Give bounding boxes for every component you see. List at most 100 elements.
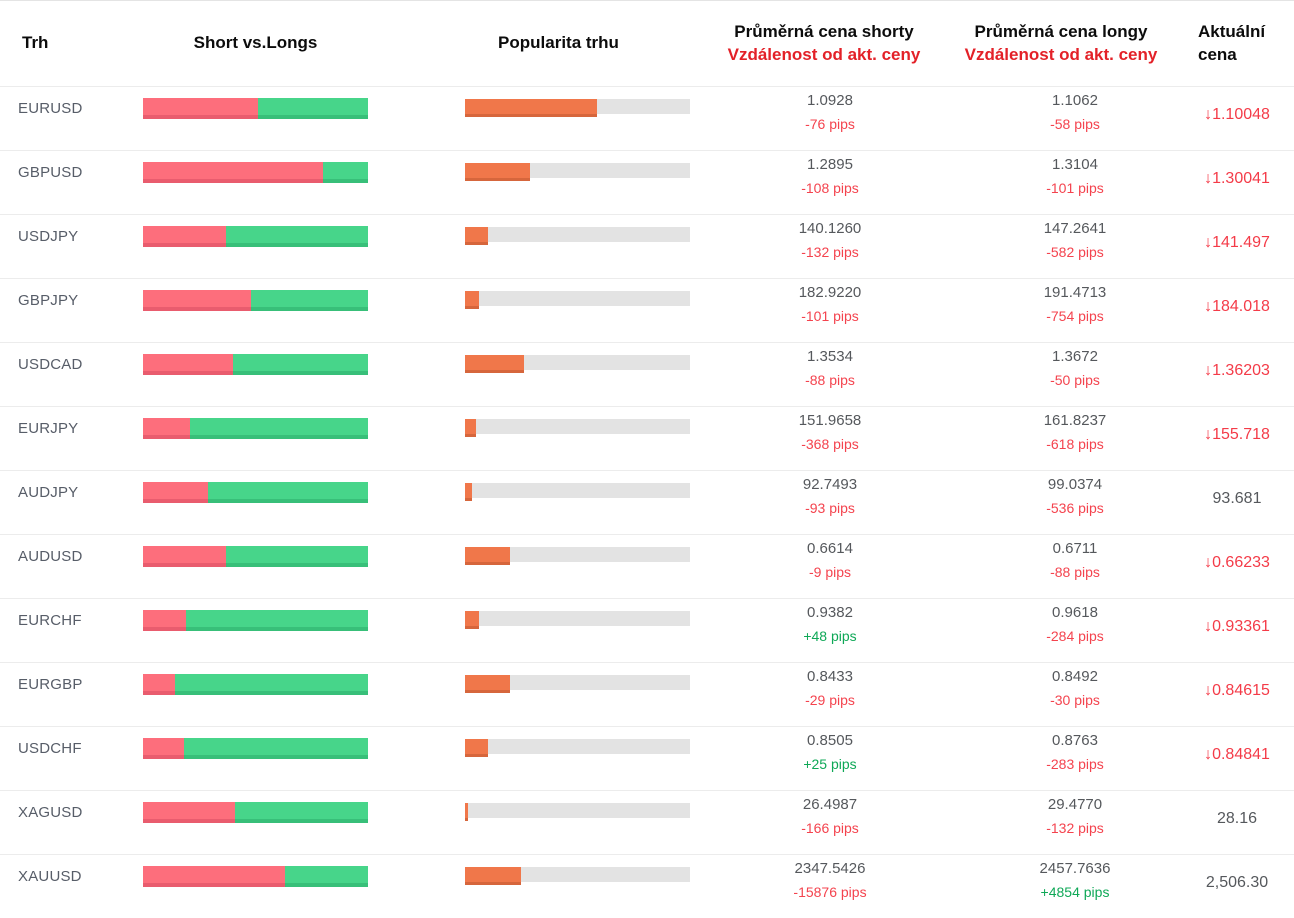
market-symbol: EURUSD <box>18 100 83 117</box>
avg-short-price: 0.8505 <box>807 732 853 749</box>
table-row: EURUSD 1.0928 -76 pips 1.1062 -58 pips ↓… <box>0 86 1294 150</box>
long-distance-pips: -536 pips <box>1046 500 1104 516</box>
market-symbol: EURCHF <box>18 612 82 629</box>
short-vs-longs-bar <box>143 802 368 823</box>
avg-short-price: 92.7493 <box>802 476 858 493</box>
down-arrow-icon: ↓ <box>1204 106 1213 123</box>
shorts-bar-segment <box>143 610 186 631</box>
longs-bar-segment <box>251 290 368 311</box>
market-symbol: AUDJPY <box>18 484 79 501</box>
longs-bar-segment <box>284 866 368 887</box>
market-symbol: EURJPY <box>18 420 79 437</box>
popularity-bar-fill <box>465 419 477 437</box>
avg-short-price: 2347.5426 <box>794 860 866 877</box>
avg-short-price-cell: 0.9382 +48 pips <box>690 603 970 662</box>
avg-short-price-cell: 1.0928 -76 pips <box>690 91 970 150</box>
table-row: USDCAD 1.3534 -88 pips 1.3672 -50 pips ↓… <box>0 342 1294 406</box>
short-vs-longs-bar <box>143 98 368 119</box>
shorts-bar-segment <box>143 738 184 759</box>
popularity-cell <box>465 155 690 214</box>
short-vs-longs-cell <box>143 859 368 918</box>
avg-long-price: 0.9618 <box>1052 604 1098 621</box>
popularity-bar-track <box>465 739 690 757</box>
short-distance-pips: -132 pips <box>801 244 859 260</box>
avg-short-price: 182.9220 <box>798 284 862 301</box>
header-avg-long-price: Průměrná cena longy Vzdálenost od akt. c… <box>956 21 1166 67</box>
longs-bar-segment <box>174 674 368 695</box>
popularity-cell <box>465 603 690 662</box>
short-distance-pips: -9 pips <box>808 564 852 580</box>
shorts-bar-segment <box>143 802 236 823</box>
shorts-bar-segment <box>143 162 323 183</box>
longs-bar-segment <box>226 546 368 567</box>
avg-long-price-cell: 0.9618 -284 pips <box>970 603 1180 662</box>
current-price-cell: 93.681 <box>1180 489 1294 534</box>
avg-long-price-cell: 2457.7636 +4854 pips <box>970 859 1180 918</box>
popularity-cell <box>465 731 690 790</box>
market-symbol: USDJPY <box>18 228 79 245</box>
popularity-cell <box>465 859 690 918</box>
current-price-cell: ↓0.66233 <box>1180 553 1294 598</box>
current-price-cell: 28.16 <box>1180 809 1294 854</box>
current-price: 1.30041 <box>1212 170 1270 187</box>
current-price: 155.718 <box>1212 426 1270 443</box>
short-vs-longs-bar <box>143 738 368 759</box>
current-price: 0.93361 <box>1212 618 1270 635</box>
spacer <box>368 667 465 726</box>
spacer <box>368 795 465 854</box>
popularity-bar-fill <box>465 227 488 245</box>
avg-long-price: 1.1062 <box>1052 92 1098 109</box>
short-distance-pips: -76 pips <box>805 116 855 132</box>
popularity-bar-fill <box>465 99 597 117</box>
market-symbol: USDCHF <box>18 740 82 757</box>
spacer <box>368 539 465 598</box>
short-vs-longs-cell <box>143 603 368 662</box>
current-price-cell: ↓0.93361 <box>1180 617 1294 662</box>
avg-short-price-cell: 151.9658 -368 pips <box>690 411 970 470</box>
avg-short-price: 0.6614 <box>807 540 853 557</box>
short-vs-longs-cell <box>143 795 368 854</box>
header-current-price-line1: Aktuální <box>1198 21 1266 41</box>
avg-short-price-cell: 140.1260 -132 pips <box>690 219 970 278</box>
current-price-cell: ↓0.84615 <box>1180 681 1294 726</box>
shorts-bar-segment <box>143 482 209 503</box>
avg-long-price-cell: 0.6711 -88 pips <box>970 539 1180 598</box>
shorts-bar-segment <box>143 674 175 695</box>
spacer <box>368 347 465 406</box>
avg-long-price: 1.3672 <box>1052 348 1098 365</box>
down-arrow-icon: ↓ <box>1204 234 1213 251</box>
popularity-bar-track <box>465 99 690 117</box>
market-symbol: GBPUSD <box>18 164 83 181</box>
short-distance-pips: -93 pips <box>805 500 855 516</box>
short-distance-pips: -29 pips <box>805 692 855 708</box>
table-row: XAGUSD 26.4987 -166 pips 29.4770 -132 pi… <box>0 790 1294 854</box>
long-distance-pips: -284 pips <box>1046 628 1104 644</box>
spacer <box>368 731 465 790</box>
current-price: 28.16 <box>1216 810 1258 827</box>
avg-long-price: 191.4713 <box>1043 284 1107 301</box>
current-price-cell: ↓0.84841 <box>1180 745 1294 790</box>
avg-short-price-cell: 0.6614 -9 pips <box>690 539 970 598</box>
market-symbol: GBPJPY <box>18 292 79 309</box>
current-price: 1.10048 <box>1212 106 1270 123</box>
header-current-price: Aktuální cena <box>1180 21 1294 67</box>
popularity-bar-fill <box>465 803 469 821</box>
avg-long-price: 0.6711 <box>1052 540 1098 557</box>
popularity-bar-track <box>465 355 690 373</box>
avg-short-price: 140.1260 <box>798 220 862 237</box>
avg-short-price-cell: 1.2895 -108 pips <box>690 155 970 214</box>
longs-bar-segment <box>183 738 368 759</box>
table-row: AUDUSD 0.6614 -9 pips 0.6711 -88 pips ↓0… <box>0 534 1294 598</box>
longs-bar-segment <box>257 98 368 119</box>
spacer <box>368 859 465 918</box>
avg-short-price: 0.9382 <box>807 604 853 621</box>
long-distance-pips: -58 pips <box>1050 116 1100 132</box>
longs-bar-segment <box>226 226 368 247</box>
longs-bar-segment <box>208 482 368 503</box>
avg-short-price: 1.2895 <box>807 156 853 173</box>
avg-long-price-cell: 1.3672 -50 pips <box>970 347 1180 406</box>
header-current-price-line2: cena <box>1198 44 1237 64</box>
popularity-cell <box>465 795 690 854</box>
popularity-bar-fill <box>465 675 510 693</box>
